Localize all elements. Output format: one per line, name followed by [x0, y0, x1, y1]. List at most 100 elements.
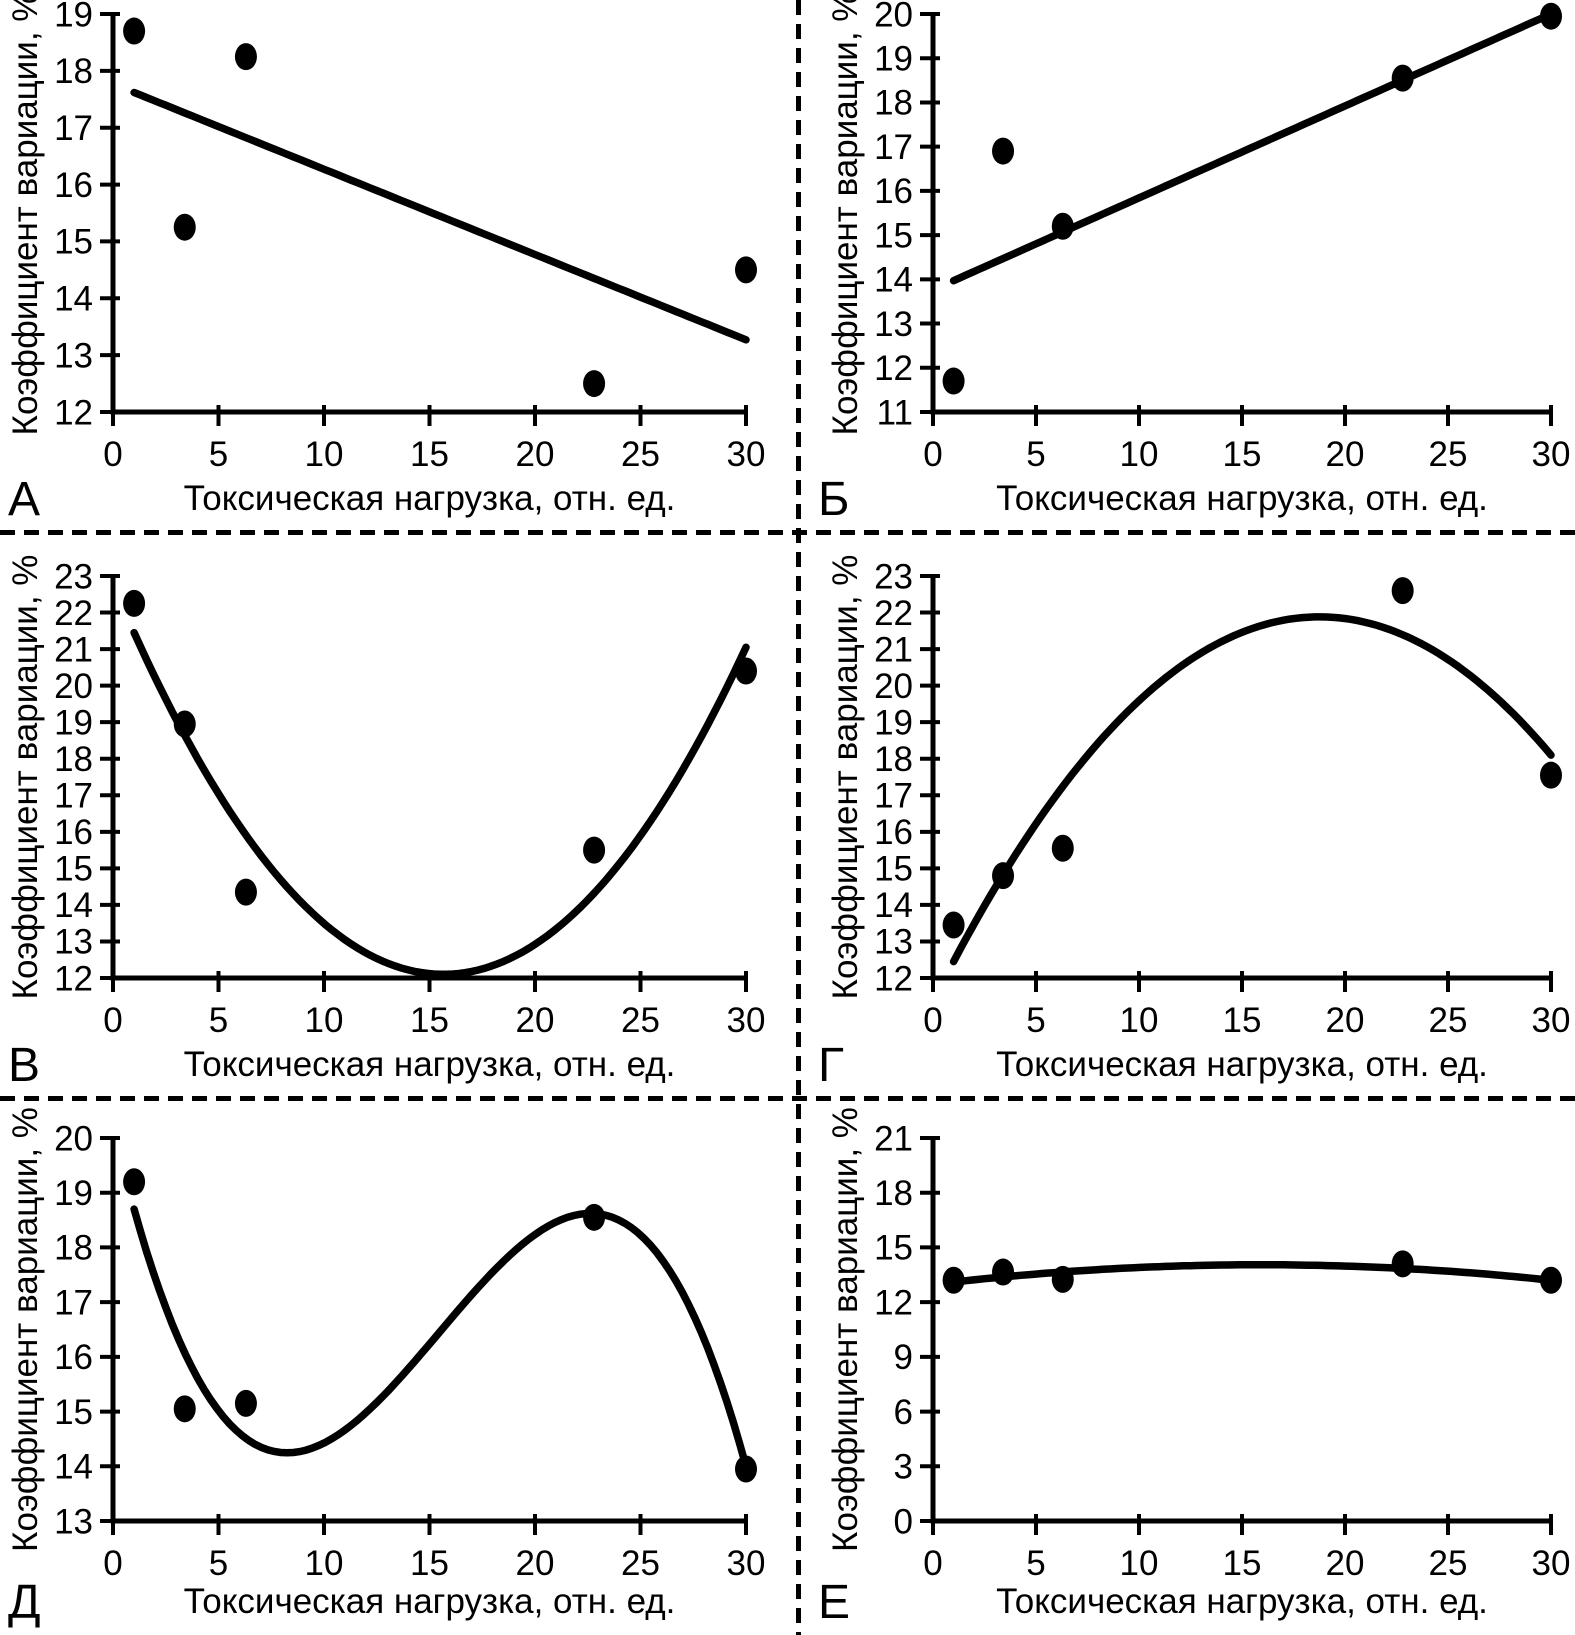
x-tick-label: 15 [1223, 1001, 1262, 1040]
y-tick-label: 15 [54, 850, 93, 889]
x-tick-label: 25 [621, 435, 660, 474]
horizontal-dashed-divider-1 [0, 530, 1575, 535]
y-tick-label: 12 [874, 959, 913, 998]
y-tick-label: 15 [54, 223, 93, 262]
x-tick-label: 15 [410, 435, 449, 474]
data-point [123, 1168, 146, 1196]
y-tick-label: 16 [54, 1338, 93, 1377]
data-point [942, 911, 965, 939]
x-tick-label: 10 [305, 435, 344, 474]
data-point [234, 1389, 257, 1417]
y-tick-label: 20 [54, 667, 93, 706]
y-tick-label: 20 [874, 667, 913, 706]
x-tick-label: 20 [516, 1544, 555, 1583]
x-tick-label: 20 [516, 435, 555, 474]
y-tick-label: 13 [874, 923, 913, 962]
data-point [1540, 1266, 1562, 1294]
y-tick-label: 18 [874, 1174, 913, 1213]
y-tick-label: 22 [54, 594, 93, 633]
y-tick-label: 15 [874, 850, 913, 889]
y-tick-label: 14 [874, 261, 913, 300]
x-tick-label: 10 [1120, 1544, 1159, 1583]
y-tick-label: 13 [874, 305, 913, 344]
x-tick-label: 5 [209, 435, 228, 474]
x-tick-label: 30 [727, 435, 766, 474]
y-tick-label: 18 [54, 740, 93, 779]
y-tick-label: 22 [874, 594, 913, 633]
x-axis-title: Токсическая нагрузка, отн. ед. [996, 479, 1488, 518]
y-axis-title: Коэффициент вариации, % [6, 1107, 45, 1552]
chart-d-svg: 13 14 15 16 17 18 19 20 0 5 10 15 20 25 30 Токсическая … [6, 1107, 765, 1621]
y-tick-label: 14 [54, 886, 93, 925]
panel-letter-d: Д [8, 1576, 41, 1629]
x-axis-title: Токсическая нагрузка, отн. ед. [184, 479, 676, 518]
y-axis-title: Коэффициент вариации, % [826, 1107, 865, 1552]
data-point [583, 836, 606, 864]
y-axis-title: Коэффициент вариации, % [6, 0, 45, 435]
trend-line [949, 10, 1555, 285]
data-point [583, 370, 606, 398]
y-tick-label: 13 [54, 336, 93, 375]
y-tick-label: 12 [874, 349, 913, 388]
y-tick-label: 16 [874, 172, 913, 211]
y-tick-label: 14 [874, 886, 913, 925]
y-tick-label: 15 [874, 216, 913, 255]
data-point [735, 657, 757, 685]
x-tick-label: 30 [1532, 435, 1571, 474]
x-axis-title: Токсическая нагрузка, отн. ед. [184, 1582, 676, 1621]
data-point [735, 256, 757, 284]
y-tick-label: 15 [54, 1393, 93, 1432]
x-tick-label: 20 [1326, 435, 1365, 474]
x-tick-label: 25 [1429, 1544, 1468, 1583]
panel-g: 12 13 14 15 16 17 18 19 20 21 22 23 0 5 10 15 20 25 30 Токс… [798, 532, 1575, 1098]
trend-line [130, 88, 750, 344]
data-point [1540, 761, 1562, 789]
y-tick-label: 20 [874, 0, 913, 34]
data-point [992, 137, 1015, 165]
x-tick-label: 25 [1429, 435, 1468, 474]
x-tick-label: 15 [410, 1001, 449, 1040]
x-tick-label: 5 [1026, 435, 1045, 474]
x-tick-label: 15 [410, 1544, 449, 1583]
x-axis-title: Токсическая нагрузка, отн. ед. [184, 1045, 676, 1084]
x-tick-label: 5 [1026, 1001, 1045, 1040]
y-tick-label: 17 [874, 128, 913, 167]
y-axis-title: Коэффициент вариации, % [6, 555, 45, 1000]
x-tick-label: 0 [103, 435, 122, 474]
y-tick-label: 19 [874, 703, 913, 742]
data-point [942, 1266, 965, 1294]
y-tick-label: 18 [54, 52, 93, 91]
data-point [1391, 1250, 1414, 1278]
x-axis-title: Токсическая нагрузка, отн. ед. [996, 1582, 1488, 1621]
x-tick-label: 30 [1532, 1001, 1571, 1040]
panel-e: 0 3 6 9 12 15 18 21 0 5 10 15 20 25 30 Токсическая нагр… [798, 1098, 1575, 1635]
x-tick-label: 10 [1120, 1001, 1159, 1040]
y-axis-title: Коэффициент вариации, % [826, 0, 865, 435]
panel-letter-v: В [8, 1039, 41, 1092]
y-tick-label: 19 [54, 0, 93, 34]
trend-line [949, 613, 1555, 966]
data-point [234, 878, 257, 906]
y-tick-label: 9 [894, 1338, 913, 1377]
data-point [735, 1455, 757, 1483]
x-tick-label: 5 [209, 1001, 228, 1040]
x-tick-label: 10 [305, 1544, 344, 1583]
y-tick-label: 17 [54, 777, 93, 816]
data-point [173, 1395, 196, 1423]
y-tick-label: 12 [874, 1283, 913, 1322]
y-tick-label: 20 [54, 1119, 93, 1158]
y-tick-label: 16 [54, 166, 93, 205]
panel-b: 11 12 13 14 15 16 17 18 19 20 0 5 10 15 20 25 30 Токсичес… [798, 0, 1575, 532]
data-point [1391, 577, 1414, 605]
x-tick-label: 30 [727, 1001, 766, 1040]
data-point [992, 1258, 1015, 1286]
x-tick-label: 0 [923, 1544, 942, 1583]
y-tick-label: 21 [874, 630, 913, 669]
y-tick-label: 12 [54, 959, 93, 998]
y-tick-label: 17 [874, 777, 913, 816]
x-tick-label: 5 [1026, 1544, 1045, 1583]
x-tick-label: 20 [1326, 1001, 1365, 1040]
x-tick-label: 15 [1223, 435, 1262, 474]
